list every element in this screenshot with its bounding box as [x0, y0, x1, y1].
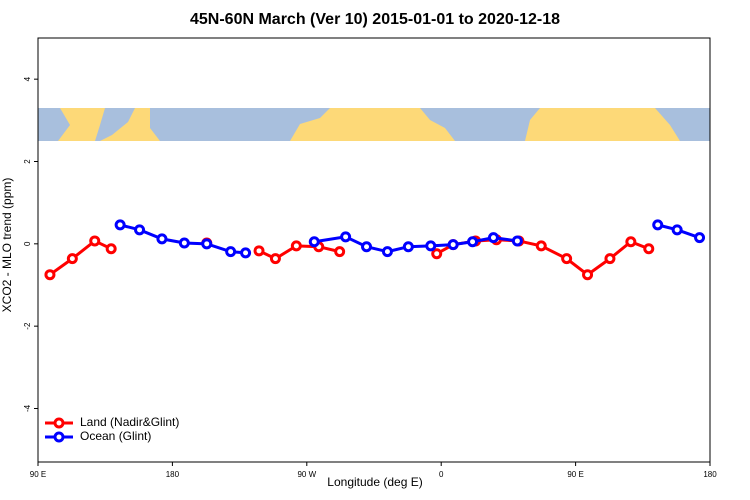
y-tick-label: -2: [23, 322, 32, 330]
y-tick-label: -4: [23, 404, 32, 412]
x-tick-label: 90 E: [30, 470, 46, 479]
legend-marker: [53, 431, 65, 443]
y-tick-label: 0: [23, 241, 32, 246]
x-tick-label: 90 E: [567, 470, 583, 479]
point: [402, 241, 414, 253]
point: [582, 269, 594, 281]
point: [201, 238, 213, 250]
point: [652, 219, 664, 231]
legend-label: Land (Nadir&Glint): [80, 415, 179, 429]
point: [253, 245, 265, 257]
point: [225, 246, 237, 258]
x-tick-label: 0: [439, 470, 444, 479]
point: [89, 235, 101, 247]
point: [535, 240, 547, 252]
x-tick-label: 90 W: [297, 470, 316, 479]
point: [178, 237, 190, 249]
legend-marker: [53, 417, 65, 429]
series-line: [49, 238, 650, 277]
chart-title: 45N-60N March (Ver 10) 2015-01-01 to 202…: [190, 11, 560, 28]
point: [44, 269, 56, 281]
point: [308, 236, 320, 248]
point: [425, 240, 437, 252]
point: [381, 246, 393, 258]
point: [561, 253, 573, 265]
point: [269, 253, 281, 265]
x-axis-label: Longitude (deg E): [327, 475, 422, 489]
point: [114, 219, 126, 231]
point: [105, 243, 117, 255]
y-axis-label: XCO2 - MLO trend (ppm): [0, 178, 14, 313]
plot-frame: [37, 37, 711, 463]
point: [156, 233, 168, 245]
point: [671, 224, 683, 236]
point: [511, 235, 523, 247]
point: [467, 236, 479, 248]
y-tick-label: 4: [23, 76, 32, 81]
y-tick-label: 2: [23, 159, 32, 164]
x-tick-label: 180: [166, 470, 180, 479]
point: [134, 224, 146, 236]
point: [487, 232, 499, 244]
point: [340, 231, 352, 243]
point: [643, 243, 655, 255]
point: [66, 253, 78, 265]
point: [334, 246, 346, 258]
x-tick-label: 180: [703, 470, 717, 479]
point: [447, 239, 459, 251]
point: [240, 247, 252, 259]
point: [290, 240, 302, 252]
point: [361, 241, 373, 253]
point: [431, 248, 443, 260]
map-strip: [38, 108, 710, 141]
point: [604, 253, 616, 265]
point: [625, 236, 637, 248]
point: [694, 232, 706, 244]
legend-label: Ocean (Glint): [80, 429, 151, 443]
